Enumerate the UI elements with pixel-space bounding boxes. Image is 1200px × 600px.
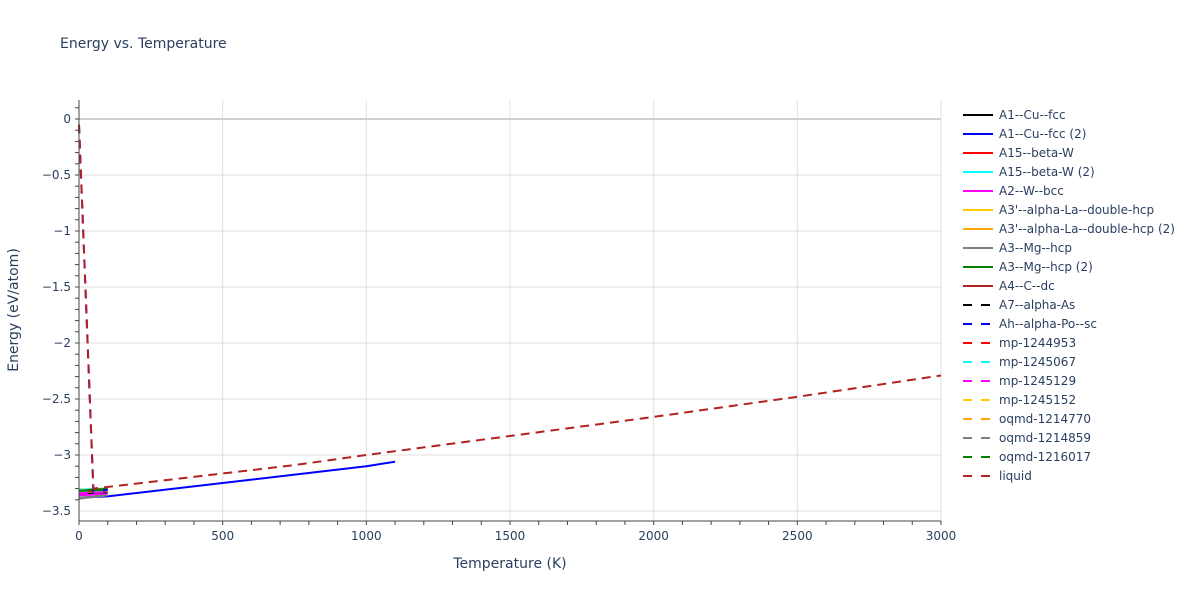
legend-item[interactable]: A3'--alpha-La--double-hcp (2)	[963, 219, 1175, 238]
legend-swatch-icon	[963, 246, 993, 249]
legend-label: liquid	[999, 468, 1032, 483]
legend-swatch-icon	[963, 189, 993, 192]
legend-item[interactable]: mp-1245129	[963, 371, 1175, 390]
legend-swatch-icon	[963, 474, 993, 477]
legend-label: mp-1245152	[999, 392, 1077, 407]
legend-item[interactable]: mp-1244953	[963, 333, 1175, 352]
legend-swatch-icon	[963, 398, 993, 401]
trace-a2-w-bcc	[78, 493, 108, 497]
legend-label: A15--beta-W (2)	[999, 164, 1095, 179]
x-tick-label: 2000	[638, 529, 669, 543]
legend-item[interactable]: mp-1245152	[963, 390, 1175, 409]
x-tick-label: 1000	[351, 529, 382, 543]
legend-label: oqmd-1214770	[999, 411, 1092, 426]
y-tick-label: −1.5	[42, 280, 71, 294]
trace-oqmd-1214859	[78, 494, 108, 499]
legend-swatch-icon	[963, 341, 993, 344]
legend-label: Ah--alpha-Po--sc	[999, 316, 1097, 331]
y-axis-label: Energy (eV/atom)	[6, 248, 22, 372]
grid-lines	[79, 100, 942, 521]
legend-label: A7--alpha-As	[999, 297, 1076, 312]
legend-item[interactable]: oqmd-1216017	[963, 447, 1175, 466]
legend-swatch-icon	[963, 322, 993, 325]
legend-label: mp-1245129	[999, 373, 1077, 388]
legend-label: A1--Cu--fcc (2)	[999, 126, 1087, 141]
y-tick-label: −1	[53, 224, 71, 238]
legend-label: oqmd-1214859	[999, 430, 1092, 445]
legend-swatch-icon	[963, 360, 993, 363]
legend-item[interactable]: A2--W--bcc	[963, 181, 1175, 200]
legend-item[interactable]: mp-1245067	[963, 352, 1175, 371]
legend-label: A3--Mg--hcp	[999, 240, 1072, 255]
legend-item[interactable]: A15--beta-W (2)	[963, 162, 1175, 181]
y-tick-label: −3	[53, 448, 71, 462]
legend-swatch-icon	[963, 170, 993, 173]
legend-swatch-icon	[963, 284, 993, 287]
legend-label: A3'--alpha-La--double-hcp	[999, 202, 1155, 217]
y-tick-label: 0	[63, 112, 71, 126]
legend-swatch-icon	[963, 417, 993, 420]
y-tick-label: −2	[53, 336, 71, 350]
legend-swatch-icon	[963, 303, 993, 306]
data-traces	[78, 124, 942, 500]
trace-a1-cu-fcc-2-	[78, 460, 396, 499]
legend-item[interactable]: A3--Mg--hcp (2)	[963, 257, 1175, 276]
legend-swatch-icon	[963, 379, 993, 382]
legend-item[interactable]: liquid	[963, 466, 1175, 485]
legend-item[interactable]: A7--alpha-As	[963, 295, 1175, 314]
legend-swatch-icon	[963, 265, 993, 268]
legend-swatch-icon	[963, 208, 993, 211]
legend-label: oqmd-1216017	[999, 449, 1092, 464]
legend-item[interactable]: A1--Cu--fcc	[963, 105, 1175, 124]
x-tick-label: 500	[211, 529, 234, 543]
trace-mp-1245067	[78, 489, 108, 493]
x-tick-label: 3000	[926, 529, 957, 543]
legend-label: A15--beta-W	[999, 145, 1074, 160]
y-tick-label: −2.5	[42, 392, 71, 406]
legend-item[interactable]: A3'--alpha-La--double-hcp	[963, 200, 1175, 219]
legend: A1--Cu--fcc A1--Cu--fcc (2) A15--beta-W A15…	[963, 105, 1175, 485]
legend-swatch-icon	[963, 455, 993, 458]
x-axis-label: Temperature (K)	[452, 556, 566, 572]
trace-liquid	[78, 124, 942, 490]
legend-label: A1--Cu--fcc	[999, 107, 1066, 122]
legend-swatch-icon	[963, 113, 993, 116]
legend-item[interactable]: oqmd-1214859	[963, 428, 1175, 447]
legend-label: mp-1244953	[999, 335, 1077, 350]
legend-item[interactable]: Ah--alpha-Po--sc	[963, 314, 1175, 333]
trace-a1-cu-fcc	[78, 492, 108, 496]
legend-swatch-icon	[963, 151, 993, 154]
legend-label: A4--C--dc	[999, 278, 1055, 293]
legend-item[interactable]: A3--Mg--hcp	[963, 238, 1175, 257]
trace-ah-alpha-po-sc	[78, 124, 108, 492]
legend-item[interactable]: A1--Cu--fcc (2)	[963, 124, 1175, 143]
legend-label: A2--W--bcc	[999, 183, 1064, 198]
legend-swatch-icon	[963, 132, 993, 135]
legend-label: A3'--alpha-La--double-hcp (2)	[999, 221, 1175, 236]
trace-mp-1245129	[78, 491, 108, 495]
x-tick-label: 0	[75, 529, 83, 543]
legend-swatch-icon	[963, 436, 993, 439]
legend-label: mp-1245067	[999, 354, 1077, 369]
legend-item[interactable]: oqmd-1214770	[963, 409, 1175, 428]
chart-title: Energy vs. Temperature	[60, 36, 227, 52]
legend-swatch-icon	[963, 227, 993, 230]
x-tick-label: 2500	[782, 529, 813, 543]
legend-label: A3--Mg--hcp (2)	[999, 259, 1093, 274]
legend-item[interactable]: A4--C--dc	[963, 276, 1175, 295]
legend-item[interactable]: A15--beta-W	[963, 143, 1175, 162]
x-tick-label: 1500	[495, 529, 526, 543]
trace-oqmd-1216017	[78, 488, 108, 492]
y-tick-label: −0.5	[42, 168, 71, 182]
y-tick-label: −3.5	[42, 504, 71, 518]
axes: 0 500 1000 1500 2000 2500 3000 0 −0.5 −1 −1.5 −2 −2.…	[42, 100, 956, 543]
